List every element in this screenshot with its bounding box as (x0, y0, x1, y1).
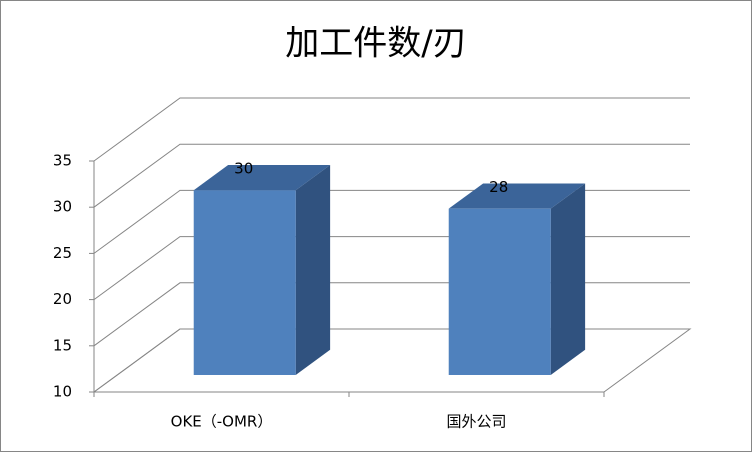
y-tick-label: 10 (53, 383, 72, 401)
bar-top (193, 164, 331, 191)
y-tick-label: 20 (53, 290, 72, 308)
value-label: 28 (489, 178, 508, 196)
bar (193, 190, 296, 375)
bar-side (550, 183, 586, 375)
y-tick-label: 30 (53, 198, 72, 216)
value-label: 30 (234, 160, 253, 178)
bar-side (295, 164, 331, 375)
bar (448, 208, 551, 375)
y-tick-label: 15 (53, 336, 72, 354)
grid-line (93, 97, 690, 162)
x-tick-label: OKE（-OMR） (171, 413, 273, 431)
y-tick-label: 25 (53, 244, 72, 262)
grid-line (93, 143, 690, 208)
bar-top (448, 183, 586, 209)
chart-title: 加工件数/刃 (285, 24, 466, 64)
x-tick-label: 国外公司 (446, 413, 506, 431)
y-tick-label: 35 (53, 152, 72, 170)
